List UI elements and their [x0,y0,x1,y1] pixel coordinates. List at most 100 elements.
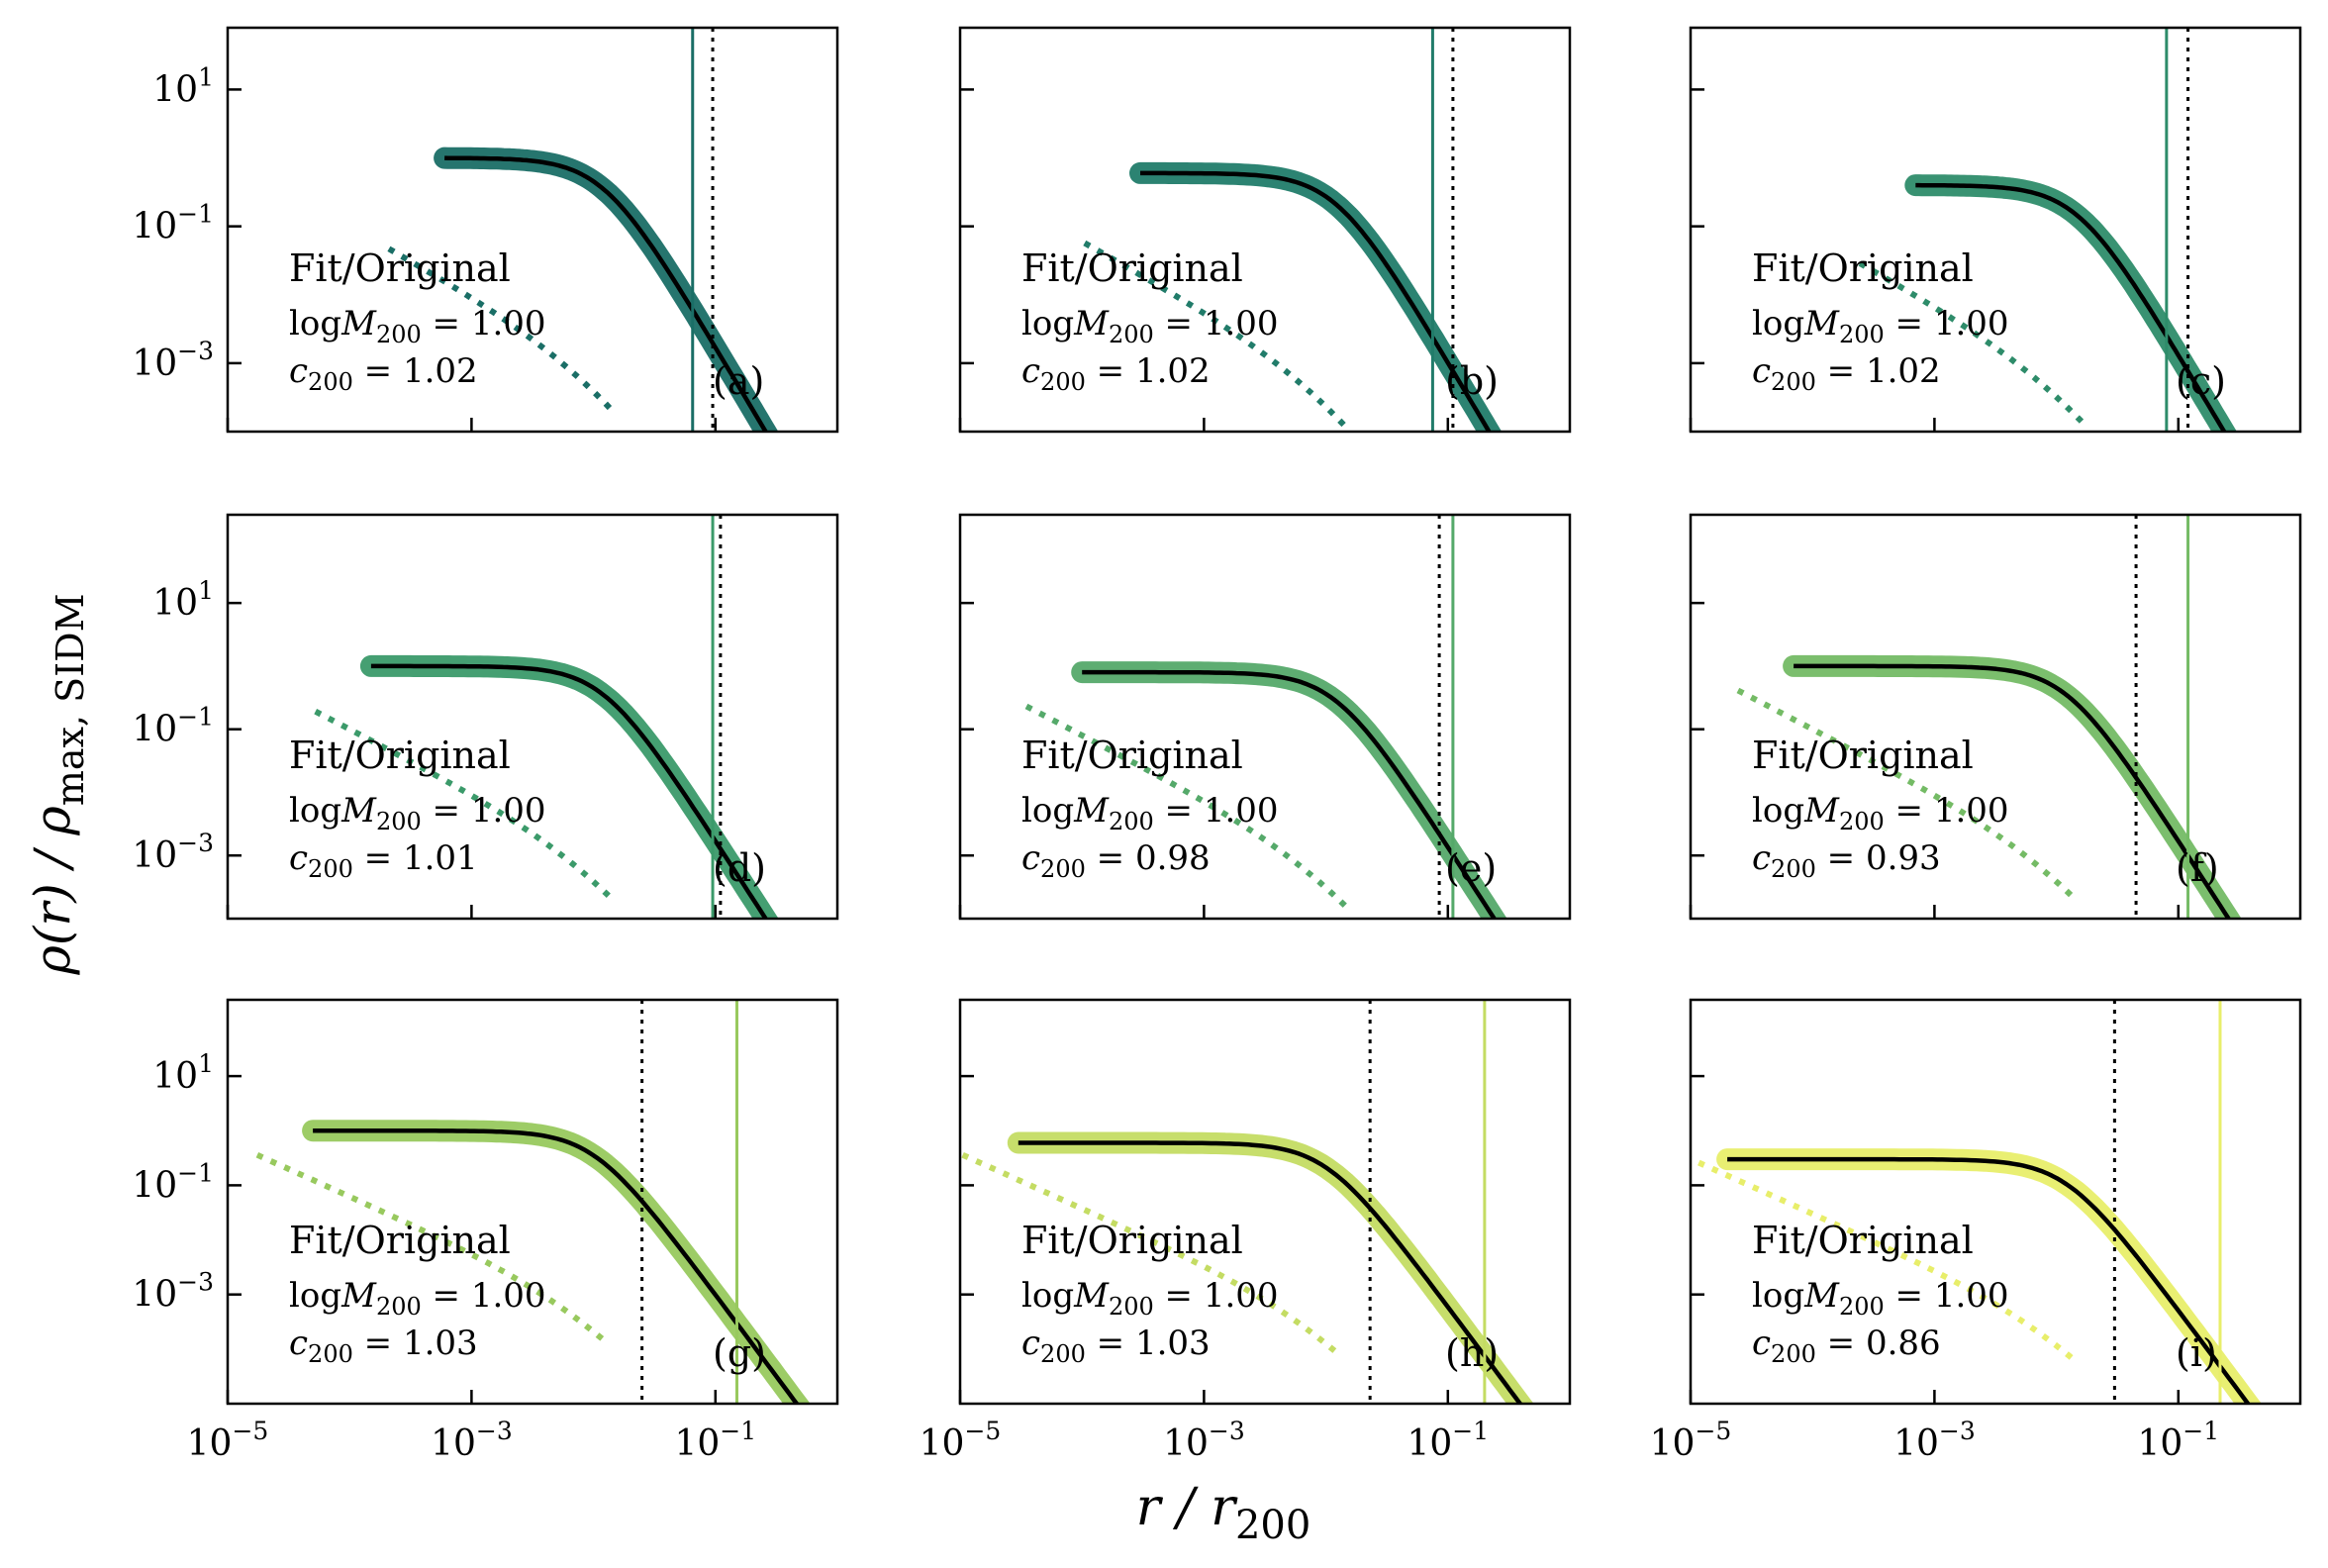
fit-profile-line [1140,170,1493,432]
plot-area [1083,28,1503,432]
cusp-dotted-line [314,709,616,903]
c200-label: c200 = 1.03 [1021,1323,1211,1368]
panel-frame [958,998,1572,1406]
panel-frame [226,513,839,921]
panel-d: 101 10−1 10−3 Fit/Original logM200 = 1.00c20… [132,513,839,921]
fit-original-label: Fit/Original [1021,246,1243,290]
panel-a: 101 10−1 10−3 Fit/Original logM200 = 1.00c20… [132,26,839,434]
x-tick-label: 10−5 [187,1417,269,1464]
panel-letter: (d) [713,846,766,890]
x-tick-label: 10−5 [1650,1417,1732,1464]
fit-profile-line [1727,1156,2251,1404]
y-tick-label: 10−1 [132,703,214,750]
cusp-dotted-line [1083,240,1348,429]
x-tick-label: 10−1 [1406,1417,1489,1464]
logm200-label: logM200 = 1.00 [1021,791,1279,835]
panel-letter: (g) [713,1331,766,1375]
panel-frame [226,998,839,1406]
fit-profile-line [370,663,769,919]
x-tick-label: 10−5 [920,1417,1002,1464]
logm200-label: logM200 = 1.00 [1752,304,2009,348]
plot-area [1736,515,2242,919]
y-tick-label: 101 [152,576,214,624]
c200-label: c200 = 0.93 [1752,838,1941,883]
panel-letter: (i) [2176,1331,2217,1375]
c200-label: c200 = 1.03 [289,1323,478,1368]
logm200-label: logM200 = 1.00 [289,791,546,835]
plot-area [1691,1000,2262,1404]
y-tick-label: 10−3 [132,1268,214,1316]
y-tick-label: 10−3 [132,829,214,876]
cusp-dotted-line [961,1151,1338,1354]
logm200-label: logM200 = 1.00 [1021,304,1279,348]
panel-g: 101 10−1 10−3 10−5 10−3 10−1 Fit/Original logM2… [132,998,839,1464]
plot-area [387,28,779,432]
fit-profile-line [313,1127,800,1404]
c200-label: c200 = 0.98 [1021,838,1211,883]
plot-area [961,1000,1534,1404]
c200-label: c200 = 1.02 [289,351,478,396]
y-tick-label: 10−1 [132,200,214,247]
c200-label: c200 = 0.86 [1752,1323,1941,1368]
panel-letter: (c) [2176,359,2226,403]
panel-letter: (h) [1445,1331,1499,1375]
x-tick-label: 10−3 [1893,1417,1976,1464]
cusp-dotted-line [1691,1155,2079,1364]
original-profile-line [434,147,779,432]
plot-area [255,1000,811,1404]
c200-label: c200 = 1.02 [1021,351,1211,396]
panel-letter: (f) [2176,846,2219,890]
logm200-label: logM200 = 1.00 [1021,1276,1279,1321]
fit-original-label: Fit/Original [289,1219,511,1262]
fit-profile-line [444,155,769,432]
panel-frame [1689,26,2302,434]
panel-frame [226,26,839,434]
c200-label: c200 = 1.01 [289,838,478,883]
y-tick-label: 101 [152,62,214,110]
x-tick-label: 10−1 [2137,1417,2219,1464]
plot-area [1858,28,2237,432]
fit-profile-line [1794,663,2232,919]
fit-profile-line [1915,182,2227,432]
fit-original-label: Fit/Original [1752,1219,1974,1262]
y-tick-label: 10−1 [132,1158,214,1206]
panel-frame [958,513,1572,921]
fit-original-label: Fit/Original [1021,734,1243,777]
plot-area [1024,515,1507,919]
fit-original-label: Fit/Original [289,246,511,290]
original-profile-line [1904,174,2237,432]
fit-original-label: Fit/Original [1021,1219,1243,1262]
fit-original-label: Fit/Original [289,734,511,777]
fit-original-label: Fit/Original [1752,734,1974,777]
fit-original-label: Fit/Original [1752,246,1974,290]
y-tick-label: 10−3 [132,337,214,384]
panel-letter: (a) [713,359,764,403]
fit-profile-line [1018,1140,1523,1404]
panel-letter: (e) [1445,846,1497,890]
x-tick-label: 10−3 [431,1417,513,1464]
logm200-label: logM200 = 1.00 [289,1276,546,1321]
panel-i: 10−5 10−3 10−1 Fit/Original logM200 = 1.00c2… [1650,998,2302,1464]
panel-h: 10−5 10−3 10−1 Fit/Original logM200 = 1.00c2… [920,998,1572,1464]
plot-area [314,515,779,919]
logm200-label: logM200 = 1.00 [1752,791,2009,835]
cusp-dotted-line [1024,703,1348,909]
panel-letter: (b) [1445,359,1499,403]
logm200-label: logM200 = 1.00 [1752,1276,2009,1321]
cusp-dotted-line [255,1151,606,1342]
panel-frame [958,26,1572,434]
y-tick-label: 101 [152,1049,214,1097]
panel-frame [1689,998,2302,1406]
logm200-label: logM200 = 1.00 [289,304,546,348]
c200-label: c200 = 1.02 [1752,351,1941,396]
x-tick-label: 10−3 [1163,1417,1245,1464]
x-tick-label: 10−1 [674,1417,756,1464]
panel-frame [1689,513,2302,921]
fit-profile-line [1082,669,1498,919]
cusp-dotted-line [1736,687,2079,903]
